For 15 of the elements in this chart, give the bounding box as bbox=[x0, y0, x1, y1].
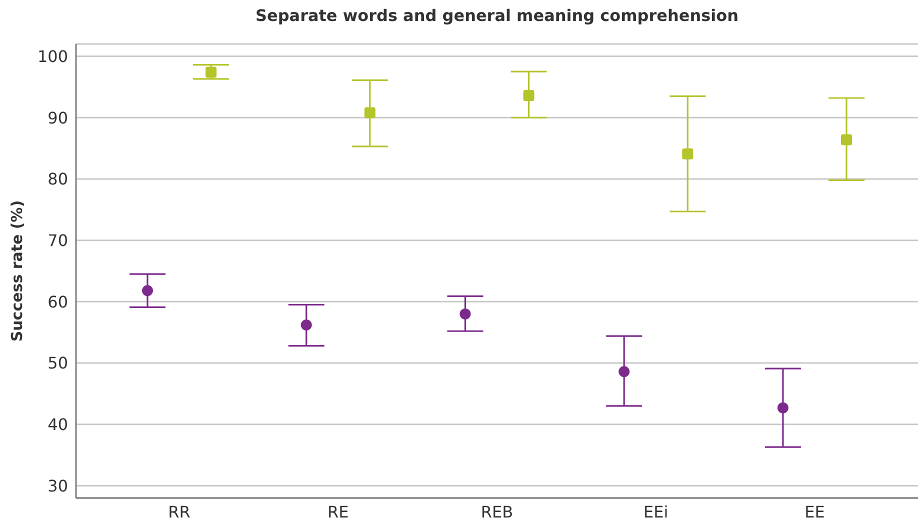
chart-title: Separate words and general meaning comprehension bbox=[254, 6, 740, 25]
x-tick-label: EEi bbox=[644, 502, 668, 522]
y-tick-label: 50 bbox=[48, 354, 68, 373]
y-tick-label: 90 bbox=[48, 108, 68, 128]
x-tick-label: REB bbox=[480, 502, 514, 522]
y-tick-label: 70 bbox=[48, 231, 68, 250]
y-tick-label: 100 bbox=[37, 46, 68, 66]
x-tick-label: EE bbox=[804, 502, 825, 522]
y-tick-label: 30 bbox=[48, 476, 68, 496]
x-tick-label: RE bbox=[328, 502, 349, 522]
x-tick-label: RR bbox=[168, 502, 190, 522]
y-axis-title: Success rate (%) bbox=[8, 200, 26, 342]
y-tick-label: 80 bbox=[48, 170, 68, 189]
y-tick-label: 60 bbox=[48, 292, 68, 312]
y-tick-label: 40 bbox=[48, 415, 68, 434]
